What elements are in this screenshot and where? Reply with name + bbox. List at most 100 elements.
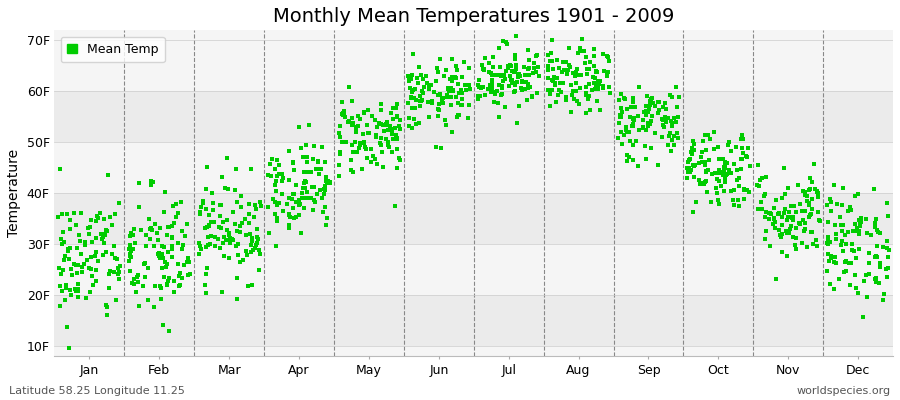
Point [270, 218, 284, 224]
Point [641, 122, 655, 129]
Point [810, 188, 824, 194]
Point [84, 266, 98, 272]
Point [402, 75, 417, 81]
Point [320, 180, 334, 186]
Point [486, 54, 500, 60]
Point [70, 288, 85, 295]
Point [778, 210, 792, 216]
Point [783, 226, 797, 232]
Point [732, 182, 746, 189]
Point [388, 124, 402, 131]
Point [541, 67, 555, 74]
Point [316, 208, 330, 215]
Point [386, 136, 400, 142]
Point [458, 82, 473, 88]
Point [626, 99, 641, 105]
Point [379, 120, 393, 127]
Point [802, 200, 816, 206]
Point [463, 86, 477, 92]
Point [614, 105, 628, 111]
Point [862, 250, 877, 256]
Point [294, 144, 309, 151]
Point [618, 124, 633, 130]
Point [212, 212, 227, 219]
Point [803, 174, 817, 181]
Point [364, 159, 378, 166]
Point [436, 100, 450, 106]
Point [728, 144, 742, 151]
Point [108, 210, 122, 217]
Point [669, 84, 683, 90]
Point [644, 144, 659, 151]
Point [588, 86, 602, 92]
Point [663, 148, 678, 155]
Point [586, 74, 600, 80]
Point [212, 224, 227, 230]
Point [335, 98, 349, 105]
Point [851, 290, 866, 296]
Point [541, 52, 555, 58]
Point [589, 68, 603, 75]
Point [854, 219, 868, 226]
Point [508, 33, 523, 39]
Point [428, 89, 442, 95]
Point [827, 254, 842, 261]
Point [381, 139, 395, 145]
Point [734, 165, 748, 172]
Point [757, 193, 771, 200]
Point [345, 121, 359, 128]
Point [850, 190, 865, 197]
Point [319, 159, 333, 166]
Point [643, 121, 657, 127]
Point [838, 259, 852, 266]
Point [868, 216, 883, 222]
Point [485, 72, 500, 78]
Point [193, 208, 207, 215]
Point [345, 98, 359, 104]
Point [145, 227, 159, 233]
Point [505, 77, 519, 83]
Point [785, 214, 799, 221]
Point [797, 208, 812, 214]
Point [823, 239, 837, 245]
Point [809, 237, 824, 244]
Point [696, 138, 710, 144]
Point [100, 312, 114, 318]
Point [369, 132, 383, 138]
Point [483, 70, 498, 76]
Point [670, 104, 684, 110]
Point [613, 114, 627, 120]
Point [310, 159, 325, 165]
Point [571, 50, 585, 57]
Point [362, 130, 376, 136]
Point [849, 221, 863, 227]
Point [345, 142, 359, 149]
Point [762, 210, 777, 216]
Point [685, 150, 699, 157]
Point [127, 281, 141, 287]
Point [405, 104, 419, 111]
Point [867, 186, 881, 192]
Point [704, 198, 718, 205]
Point [356, 140, 371, 146]
Point [367, 156, 382, 162]
Point [712, 200, 726, 207]
Point [226, 209, 240, 216]
Point [208, 234, 222, 240]
Point [108, 255, 122, 262]
Point [384, 127, 399, 133]
Point [360, 155, 374, 161]
Point [176, 261, 191, 268]
Point [717, 178, 732, 185]
Point [160, 224, 175, 230]
Point [580, 95, 595, 101]
Point [601, 84, 616, 90]
Point [753, 177, 768, 184]
Point [408, 86, 422, 93]
Point [712, 169, 726, 176]
Point [88, 218, 103, 224]
Point [461, 115, 475, 122]
Point [484, 83, 499, 90]
Point [57, 257, 71, 263]
Point [130, 272, 145, 278]
